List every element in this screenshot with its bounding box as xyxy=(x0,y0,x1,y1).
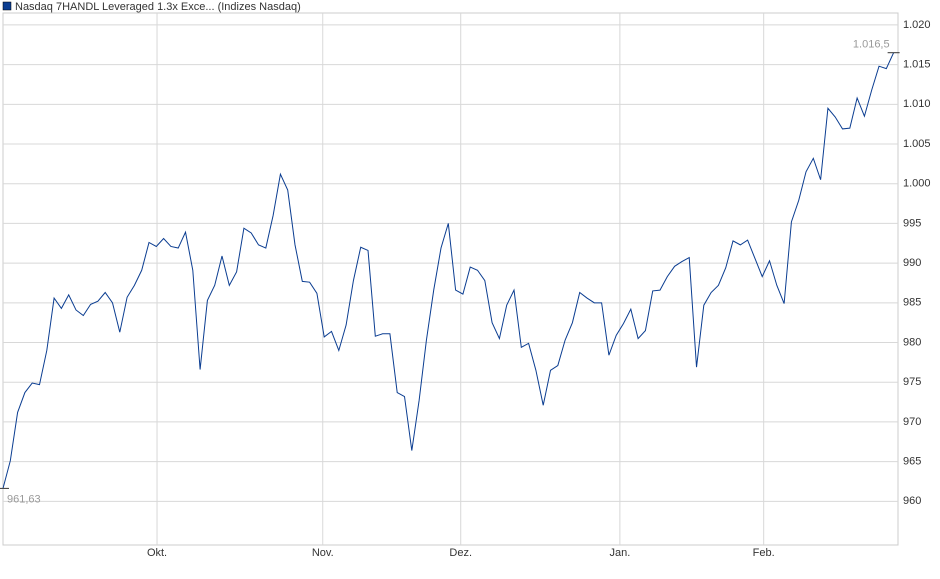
y-tick-label: 1.020 xyxy=(903,19,931,31)
y-tick-label: 1.010 xyxy=(903,98,931,110)
x-tick-label: Feb. xyxy=(753,547,775,559)
y-tick-label: 960 xyxy=(903,495,921,507)
x-tick-label: Nov. xyxy=(312,547,334,559)
line-series xyxy=(2,52,895,489)
y-tick-label: 990 xyxy=(903,257,921,269)
legend-label: Nasdaq 7HANDL Leveraged 1.3x Exce... (In… xyxy=(15,1,301,13)
y-tick-label: 970 xyxy=(903,416,921,428)
y-tick-label: 975 xyxy=(903,376,921,388)
annotation-label: 961,63 xyxy=(7,493,41,505)
annotation-label: 1.016,5 xyxy=(853,39,890,51)
y-tick-label: 985 xyxy=(903,297,921,309)
y-tick-label: 1.000 xyxy=(903,178,931,190)
x-tick-label: Jan. xyxy=(609,547,630,559)
y-tick-label: 1.005 xyxy=(903,138,931,150)
y-tick-label: 980 xyxy=(903,336,921,348)
x-tick-label: Okt. xyxy=(147,547,167,559)
legend-swatch xyxy=(2,1,12,11)
x-tick-label: Dez. xyxy=(449,547,472,559)
plot-area xyxy=(2,12,899,546)
y-tick-label: 995 xyxy=(903,217,921,229)
y-tick-label: 965 xyxy=(903,456,921,468)
y-tick-label: 1.015 xyxy=(903,59,931,71)
